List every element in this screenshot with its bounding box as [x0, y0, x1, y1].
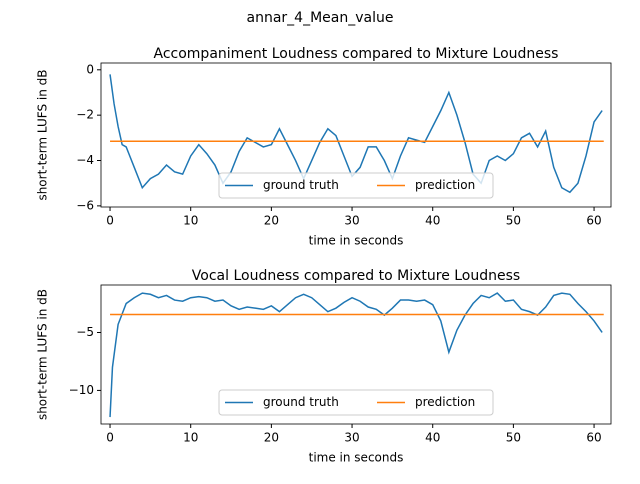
legend-box	[218, 389, 494, 416]
series-line	[109, 74, 603, 194]
x-tick-label: 20	[264, 431, 279, 445]
axes-title: Accompaniment Loudness compared to Mixtu…	[154, 46, 559, 62]
x-tick-label: 30	[344, 214, 359, 228]
x-tick-label: 60	[586, 214, 601, 228]
legend-label: ground truth	[263, 395, 339, 409]
x-axis-label: time in seconds	[309, 451, 404, 465]
x-tick-label: 0	[106, 214, 114, 228]
y-tick-label: −6	[76, 198, 94, 212]
x-tick-label: 30	[344, 431, 359, 445]
legend-label: prediction	[415, 178, 475, 192]
y-tick-label: −4	[76, 153, 94, 167]
legend-box	[218, 172, 494, 199]
axes-frame	[100, 62, 612, 208]
y-tick-label: 0	[86, 62, 94, 76]
x-tick-label: 60	[586, 431, 601, 445]
legend-label: ground truth	[263, 178, 339, 192]
x-tick-label: 50	[506, 214, 521, 228]
axes-title: Vocal Loudness compared to Mixture Loudn…	[192, 268, 520, 284]
x-tick-label: 50	[506, 431, 521, 445]
y-axis-label: short-term LUFS in dB	[36, 289, 50, 420]
figure-title: annar_4_Mean_value	[247, 10, 394, 26]
y-tick-label: −10	[69, 383, 94, 397]
y-axis-label: short-term LUFS in dB	[36, 69, 50, 200]
x-tick-label: 20	[264, 214, 279, 228]
x-tick-label: 10	[183, 431, 198, 445]
y-tick-label: −2	[76, 108, 94, 122]
x-tick-label: 40	[425, 431, 440, 445]
series-line	[109, 292, 603, 418]
x-tick-label: 10	[183, 214, 198, 228]
x-tick-label: 0	[106, 431, 114, 445]
x-tick-label: 40	[425, 214, 440, 228]
axes-frame	[100, 284, 612, 425]
legend-label: prediction	[415, 395, 475, 409]
x-axis-label: time in seconds	[309, 234, 404, 248]
y-tick-label: −5	[76, 325, 94, 339]
